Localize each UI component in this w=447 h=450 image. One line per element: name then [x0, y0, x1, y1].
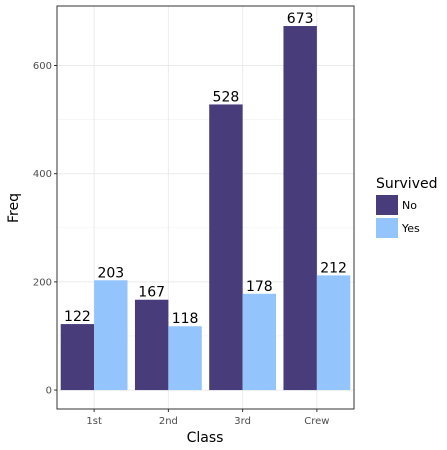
bar-value-label: 122: [64, 309, 91, 325]
bar-no-crew: [283, 26, 317, 391]
y-tick-label: 400: [33, 169, 52, 180]
bar-value-label: 203: [97, 265, 124, 281]
legend-key-no: [376, 195, 398, 215]
x-tick-label: Crew: [304, 416, 329, 427]
bar-value-label: 212: [320, 260, 347, 276]
bar-no-2nd: [134, 299, 169, 391]
legend-key-yes: [376, 218, 398, 238]
bar-yes-1st: [94, 280, 128, 391]
x-tick-label: 2nd: [159, 416, 178, 427]
y-tick-label: 200: [33, 277, 52, 288]
x-tick-label: 3rd: [234, 416, 251, 427]
bar-value-label: 528: [213, 89, 240, 105]
x-axis-ticks: 1st 2nd 3rd Crew: [86, 409, 329, 427]
y-tick-label: 600: [33, 61, 52, 72]
bar-value-label: 673: [287, 11, 314, 27]
bars: [60, 26, 351, 391]
bar-value-label: 118: [172, 311, 199, 327]
legend-label-no: No: [402, 199, 417, 212]
x-tick-label: 1st: [86, 416, 102, 427]
bar-yes-crew: [316, 275, 351, 391]
legend-label-yes: Yes: [401, 222, 420, 235]
legend-title: Survived: [376, 176, 437, 192]
bar-value-label: 178: [246, 279, 273, 295]
bar-yes-2nd: [168, 326, 202, 391]
plot-panel-border: [56, 5, 355, 410]
y-axis-ticks: 0 200 400 600: [33, 61, 57, 397]
bar-value-label: 167: [138, 285, 165, 301]
bar-yes-3rd: [242, 293, 277, 391]
legend: Survived No Yes: [376, 176, 437, 238]
x-axis-title: Class: [187, 430, 224, 446]
bar-no-3rd: [209, 104, 243, 391]
y-axis-title: Freq: [6, 193, 22, 223]
y-tick-label: 0: [46, 386, 52, 397]
bar-no-1st: [60, 324, 95, 391]
bar-value-labels: 122 167 528 673 203 118 178 212: [64, 11, 347, 327]
